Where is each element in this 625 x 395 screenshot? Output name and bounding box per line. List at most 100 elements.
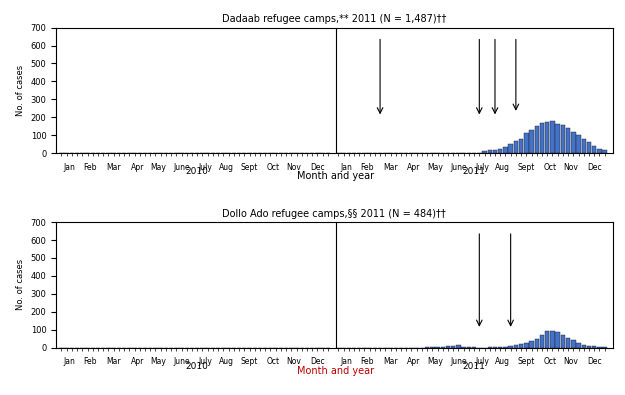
Text: Dec: Dec xyxy=(587,163,601,172)
Bar xyxy=(576,343,581,348)
Text: Aug: Aug xyxy=(219,357,234,367)
Bar xyxy=(556,124,560,153)
Text: June: June xyxy=(173,163,190,172)
Bar xyxy=(581,345,586,348)
Text: May: May xyxy=(427,163,443,172)
Text: Aug: Aug xyxy=(496,357,511,367)
Bar xyxy=(519,139,523,153)
Bar xyxy=(561,125,565,153)
Text: Feb: Feb xyxy=(84,357,97,367)
Bar xyxy=(550,121,554,153)
Bar xyxy=(561,335,565,348)
Text: Mar: Mar xyxy=(106,357,121,367)
Text: July: July xyxy=(475,357,489,367)
Text: 2011: 2011 xyxy=(462,167,486,177)
Text: Jan: Jan xyxy=(63,357,75,367)
Title: Dadaab refugee camps,** 2011 (N = 1,487)††: Dadaab refugee camps,** 2011 (N = 1,487)… xyxy=(222,14,446,24)
Text: Aug: Aug xyxy=(219,163,234,172)
Bar xyxy=(556,332,560,348)
Bar xyxy=(534,126,539,153)
Bar xyxy=(446,346,450,348)
Bar xyxy=(441,347,445,348)
Bar xyxy=(534,339,539,348)
Bar xyxy=(540,335,544,348)
Bar xyxy=(592,346,596,348)
Bar xyxy=(488,150,492,153)
Text: May: May xyxy=(150,357,166,367)
Text: Oct: Oct xyxy=(266,163,279,172)
Text: Jan: Jan xyxy=(340,357,352,367)
Text: Apr: Apr xyxy=(408,357,421,367)
Text: Jan: Jan xyxy=(63,163,75,172)
Bar xyxy=(602,347,607,348)
Bar xyxy=(587,346,591,348)
Text: Jan: Jan xyxy=(340,163,352,172)
Bar xyxy=(503,147,508,153)
Bar xyxy=(571,132,576,153)
Bar xyxy=(566,338,571,348)
Text: June: June xyxy=(450,163,467,172)
Bar xyxy=(576,135,581,153)
Bar xyxy=(524,134,529,153)
Text: Month and year: Month and year xyxy=(297,171,374,181)
Text: Nov: Nov xyxy=(563,163,578,172)
Bar xyxy=(571,340,576,348)
Text: Oct: Oct xyxy=(543,357,556,367)
Text: Nov: Nov xyxy=(563,357,578,367)
Text: June: June xyxy=(173,357,190,367)
Y-axis label: No. of cases: No. of cases xyxy=(16,65,25,116)
Bar xyxy=(566,128,571,153)
Bar xyxy=(602,150,607,153)
Text: Month and year: Month and year xyxy=(297,365,374,376)
Bar xyxy=(529,130,534,153)
Text: May: May xyxy=(150,163,166,172)
Text: Nov: Nov xyxy=(286,163,301,172)
Text: Oct: Oct xyxy=(543,163,556,172)
Text: Sept: Sept xyxy=(241,163,258,172)
Text: July: July xyxy=(198,357,212,367)
Bar xyxy=(592,146,596,153)
Text: Dec: Dec xyxy=(310,163,325,172)
Bar xyxy=(529,341,534,348)
Text: Feb: Feb xyxy=(84,163,97,172)
Text: July: July xyxy=(475,163,489,172)
Bar xyxy=(519,344,523,348)
Bar xyxy=(435,347,440,348)
Bar xyxy=(461,347,466,348)
Text: June: June xyxy=(450,357,467,367)
Bar xyxy=(540,123,544,153)
Y-axis label: No. of cases: No. of cases xyxy=(16,259,25,310)
Title: Dollo Ado refugee camps,§§ 2011 (N = 484)††: Dollo Ado refugee camps,§§ 2011 (N = 484… xyxy=(222,209,446,218)
Text: Apr: Apr xyxy=(131,163,144,172)
Bar xyxy=(498,149,502,153)
Text: Nov: Nov xyxy=(286,357,301,367)
Text: 2011: 2011 xyxy=(462,362,486,371)
Text: Dec: Dec xyxy=(310,357,325,367)
Text: Sept: Sept xyxy=(518,357,535,367)
Text: Apr: Apr xyxy=(408,163,421,172)
Bar xyxy=(524,343,529,348)
Bar xyxy=(472,152,476,153)
Bar xyxy=(498,347,502,348)
Text: Apr: Apr xyxy=(131,357,144,367)
Text: Mar: Mar xyxy=(383,357,398,367)
Text: Aug: Aug xyxy=(496,163,511,172)
Text: 2010: 2010 xyxy=(186,167,209,177)
Text: Dec: Dec xyxy=(587,357,601,367)
Bar xyxy=(545,331,549,348)
Text: July: July xyxy=(198,163,212,172)
Text: Oct: Oct xyxy=(266,357,279,367)
Bar xyxy=(503,347,508,348)
Bar xyxy=(508,346,513,348)
Bar xyxy=(492,150,498,153)
Bar xyxy=(482,151,487,153)
Text: May: May xyxy=(427,357,443,367)
Bar xyxy=(545,122,549,153)
Text: Sept: Sept xyxy=(241,357,258,367)
Text: Sept: Sept xyxy=(518,163,535,172)
Text: 2010: 2010 xyxy=(186,362,209,371)
Bar xyxy=(514,346,518,348)
Text: Feb: Feb xyxy=(360,163,374,172)
Text: Mar: Mar xyxy=(383,163,398,172)
Bar xyxy=(598,149,602,153)
